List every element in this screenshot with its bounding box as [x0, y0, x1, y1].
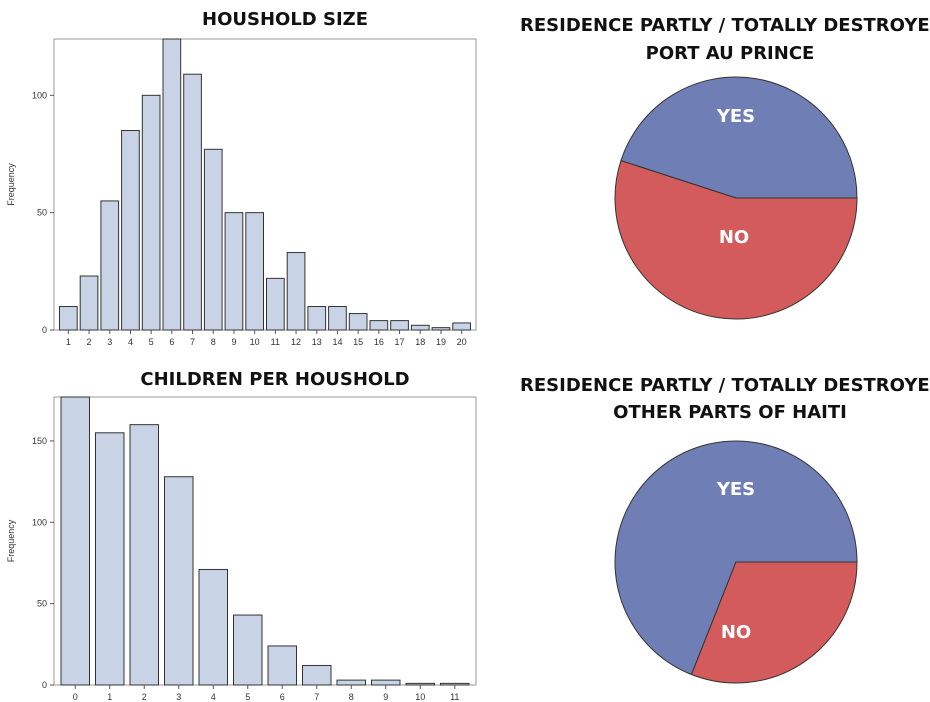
household-size-xtick-label-11: 11: [271, 337, 280, 347]
pie1-title-line1: RESIDENCE PARTLY / TOTALLY DESTROYED: [520, 15, 930, 36]
children-per-household-xtick-label-1: 1: [107, 692, 112, 702]
household-size-xtick-label-18: 18: [415, 337, 425, 347]
children-per-household-plot-frame: [53, 396, 477, 686]
pie2-title-line2: OTHER PARTS OF HAITI: [613, 402, 847, 423]
children-per-household-bar-0: [60, 396, 90, 686]
children-per-household-xtick-label-10: 10: [415, 692, 425, 702]
residence-port-au-prince-slice-no: [614, 159, 858, 320]
household-size-xtick-label-1: 1: [66, 337, 71, 347]
residence-other-parts-label-no: NO: [721, 622, 751, 643]
children-per-household-y-axis-label: Frequency: [6, 519, 16, 562]
household-size-ytick-label-50: 50: [37, 208, 47, 218]
children-per-household-bar-2: [129, 424, 159, 686]
household-size-xtick-label-6: 6: [169, 337, 174, 347]
household-size-ytick-label-100: 100: [32, 90, 47, 100]
children-per-household-xtick-label-0: 0: [73, 692, 78, 702]
children-per-household-title: CHILDREN PER HOUSHOLD: [140, 369, 410, 390]
household-size-xtick-label-5: 5: [149, 337, 154, 347]
household-size-xtick-label-16: 16: [374, 337, 384, 347]
household-size-xtick-label-19: 19: [436, 337, 446, 347]
children-per-household-ytick-label-150: 150: [32, 436, 47, 446]
residence-other-parts-slice-no: [690, 561, 858, 684]
household-size-xtick-label-14: 14: [332, 337, 342, 347]
household-size-y-axis-label: Frequency: [6, 163, 16, 206]
household-size-xtick-label-9: 9: [231, 337, 236, 347]
children-per-household-xtick-label-11: 11: [450, 692, 459, 702]
children-per-household-bar-1: [95, 432, 125, 686]
children-per-household-xtick-label-4: 4: [211, 692, 216, 702]
household-size-ytick-label-0: 0: [42, 325, 47, 335]
household-size-xtick-label-15: 15: [353, 337, 363, 347]
household-size-xtick-label-10: 10: [250, 337, 260, 347]
children-per-household-xtick-label-6: 6: [280, 692, 285, 702]
household-size-xtick-label-13: 13: [312, 337, 322, 347]
residence-port-au-prince-label-no: NO: [719, 227, 749, 248]
household-size-xtick-label-20: 20: [457, 337, 467, 347]
household-size-xtick-label-3: 3: [107, 337, 112, 347]
children-per-household-bar-3: [164, 476, 194, 686]
household-size-xtick-label-17: 17: [395, 337, 405, 347]
children-per-household-bar-6: [267, 645, 297, 686]
household-size-xtick-label-8: 8: [211, 337, 216, 347]
household-size-xtick-label-12: 12: [291, 337, 301, 347]
children-per-household-xtick-label-9: 9: [383, 692, 388, 702]
household-size-xtick-label-4: 4: [128, 337, 133, 347]
residence-port-au-prince-label-yes: YES: [716, 106, 755, 127]
children-per-household-ytick-label-100: 100: [32, 517, 47, 527]
household-size-plot-frame: [53, 38, 477, 331]
children-per-household-xtick-label-7: 7: [314, 692, 319, 702]
children-per-household-ytick-label-50: 50: [37, 599, 47, 609]
pie1-title-line2: PORT AU PRINCE: [645, 43, 815, 64]
pie2-title-line1: RESIDENCE PARTLY / TOTALLY DESTROYED: [520, 375, 930, 396]
children-per-household-bar-4: [198, 568, 228, 686]
children-per-household-bar-5: [233, 614, 263, 686]
children-per-household-xtick-label-5: 5: [245, 692, 250, 702]
household-size-xtick-label-2: 2: [87, 337, 92, 347]
residence-port-au-prince-slice-yes: [620, 76, 858, 199]
residence-other-parts-slice-yes: [614, 440, 858, 676]
household-size-title: HOUSHOLD SIZE: [202, 9, 368, 30]
children-per-household-ytick-label-0: 0: [42, 680, 47, 690]
children-per-household-xtick-label-8: 8: [349, 692, 354, 702]
children-per-household-xtick-label-3: 3: [176, 692, 181, 702]
residence-other-parts-label-yes: YES: [716, 479, 755, 500]
children-per-household-xtick-label-2: 2: [142, 692, 147, 702]
household-size-xtick-label-7: 7: [190, 337, 195, 347]
